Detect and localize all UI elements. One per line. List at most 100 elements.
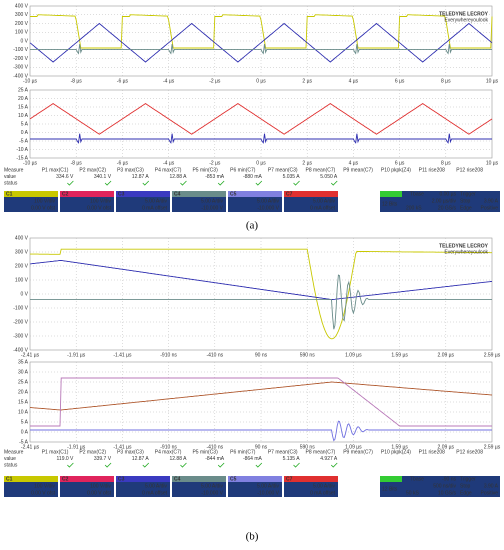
timebase-rate: 10 GS/s bbox=[438, 490, 457, 496]
time-label: -1.41 µs bbox=[113, 444, 132, 450]
y-axis-label: -400 V bbox=[13, 347, 28, 353]
status-check bbox=[104, 180, 112, 186]
waveform bbox=[30, 43, 492, 55]
time-label: -910 ns bbox=[160, 352, 177, 358]
channel-scale: 100 V/div bbox=[90, 483, 111, 489]
timebase-tbase-label: Tbase bbox=[410, 476, 424, 482]
measure-header: P9 mean(C7) bbox=[343, 167, 373, 173]
channel-scale: 5.00 A/div bbox=[201, 483, 223, 489]
measure-header: P2 max(C2) bbox=[79, 449, 106, 455]
time-label: 6 µs bbox=[395, 160, 405, 166]
timebase-tbase: 0.00 µs bbox=[439, 191, 456, 197]
time-label: 590 ns bbox=[300, 352, 316, 358]
y-axis-label: 10 A bbox=[18, 113, 29, 119]
measure-value: -880 mA bbox=[243, 174, 263, 180]
channel-scale: 100 V/div bbox=[90, 198, 111, 204]
time-label: 2.09 µs bbox=[438, 444, 455, 450]
channel-box bbox=[228, 482, 282, 497]
status-check bbox=[255, 180, 263, 186]
timebase-box bbox=[380, 191, 500, 212]
measure-value: 334.6 V bbox=[56, 174, 74, 180]
y-axis-label: 15 A bbox=[18, 399, 29, 405]
time-label: 2.09 µs bbox=[438, 352, 455, 358]
status-check bbox=[255, 462, 263, 468]
time-label: -8 µs bbox=[71, 160, 83, 166]
channel-name: C3 bbox=[118, 476, 125, 482]
y-axis-label: 20 A bbox=[18, 389, 29, 395]
channel-box bbox=[60, 197, 114, 212]
y-axis-label: -400 V bbox=[13, 73, 28, 79]
y-axis-label: -10 A bbox=[16, 147, 28, 153]
time-label: 1.59 µs bbox=[391, 444, 408, 450]
channel-box bbox=[172, 197, 226, 212]
status-check bbox=[180, 462, 187, 468]
measure-value: value bbox=[4, 456, 16, 462]
channel-header bbox=[4, 191, 58, 197]
status-check bbox=[142, 462, 150, 468]
measure-value: value bbox=[4, 174, 16, 180]
measure-header: P1 max(C1) bbox=[42, 449, 69, 455]
timebase-slope: Positive bbox=[480, 490, 498, 496]
measure-header: P12 rise208 bbox=[456, 167, 483, 173]
channel-box bbox=[4, 197, 58, 212]
timebase-rate: 20 GS/s bbox=[438, 205, 457, 211]
channel-scale: 100 V/div bbox=[34, 198, 55, 204]
y-axis-label: 300 V bbox=[15, 12, 29, 18]
time-label: -4 µs bbox=[163, 78, 175, 84]
time-label: 90 ns bbox=[255, 352, 268, 358]
measure-header: P10 pkpk(Z4) bbox=[381, 167, 411, 173]
measure-header: P11 rise208 bbox=[419, 449, 446, 455]
time-label: 6 µs bbox=[395, 78, 405, 84]
channel-name: C1 bbox=[6, 191, 13, 197]
timebase-mode: Stop bbox=[460, 483, 471, 489]
channel-offset: 0 mA offset bbox=[142, 205, 168, 211]
measure-value: 4.927 A bbox=[320, 456, 338, 462]
status-check bbox=[180, 180, 187, 186]
channel-scale: 100 V/div bbox=[34, 483, 55, 489]
channel-header bbox=[284, 476, 338, 482]
caption: (a) bbox=[246, 220, 259, 232]
channel-offset: 0.00 V ofst bbox=[31, 490, 56, 496]
y-axis-label: 0 V bbox=[20, 38, 28, 44]
measure-value: 12.88 A bbox=[169, 456, 187, 462]
channel-offset: -10.000 V bbox=[257, 205, 279, 211]
time-label: -8 µs bbox=[71, 78, 83, 84]
timebase-type: Edge bbox=[460, 490, 472, 496]
timebase-bits: 12 Bits bbox=[382, 201, 398, 207]
measure-header: P9 mean(C7) bbox=[343, 449, 373, 455]
time-label: 0 µs bbox=[256, 78, 266, 84]
channel-name: C7 bbox=[286, 191, 293, 197]
waveform bbox=[30, 420, 492, 442]
time-label: -2 µs bbox=[209, 78, 221, 84]
channel-header bbox=[228, 191, 282, 197]
y-axis-label: -200 V bbox=[13, 56, 28, 62]
y-axis-label: 100 V bbox=[15, 277, 29, 283]
channel-name: C3 bbox=[118, 191, 125, 197]
time-label: 10 µs bbox=[486, 78, 499, 84]
timebase-tbase: -90 ns bbox=[442, 476, 456, 482]
channel-name: C7 bbox=[286, 476, 293, 482]
y-axis-label: 0 A bbox=[21, 130, 29, 136]
waveform bbox=[30, 377, 492, 427]
channel-scale: 5.00 A/div bbox=[257, 483, 279, 489]
time-label: 4 µs bbox=[349, 78, 359, 84]
timebase-bits: 12 Bits bbox=[382, 486, 398, 492]
y-axis-label: 400 V bbox=[15, 235, 29, 241]
channel-offset: 0.00 V ofst bbox=[31, 205, 56, 211]
time-label: 1.59 µs bbox=[391, 352, 408, 358]
y-axis-label: 35 A bbox=[18, 359, 29, 365]
y-axis-label: -15 A bbox=[16, 155, 28, 161]
measure-value: -844 mA bbox=[205, 456, 225, 462]
measure-header: Measure bbox=[4, 167, 24, 173]
measure-value: 12.87 A bbox=[132, 174, 150, 180]
timebase-slope: Positive bbox=[480, 205, 498, 211]
status-check bbox=[67, 180, 74, 186]
time-label: -6 µs bbox=[117, 78, 129, 84]
measure-header: P7 mean(C3) bbox=[268, 449, 298, 455]
measure-header: P1 max(C1) bbox=[42, 167, 69, 173]
time-label: -2.41 µs bbox=[21, 444, 40, 450]
channel-header bbox=[284, 191, 338, 197]
measure-value: 339.7 V bbox=[94, 456, 112, 462]
channel-box bbox=[116, 197, 170, 212]
